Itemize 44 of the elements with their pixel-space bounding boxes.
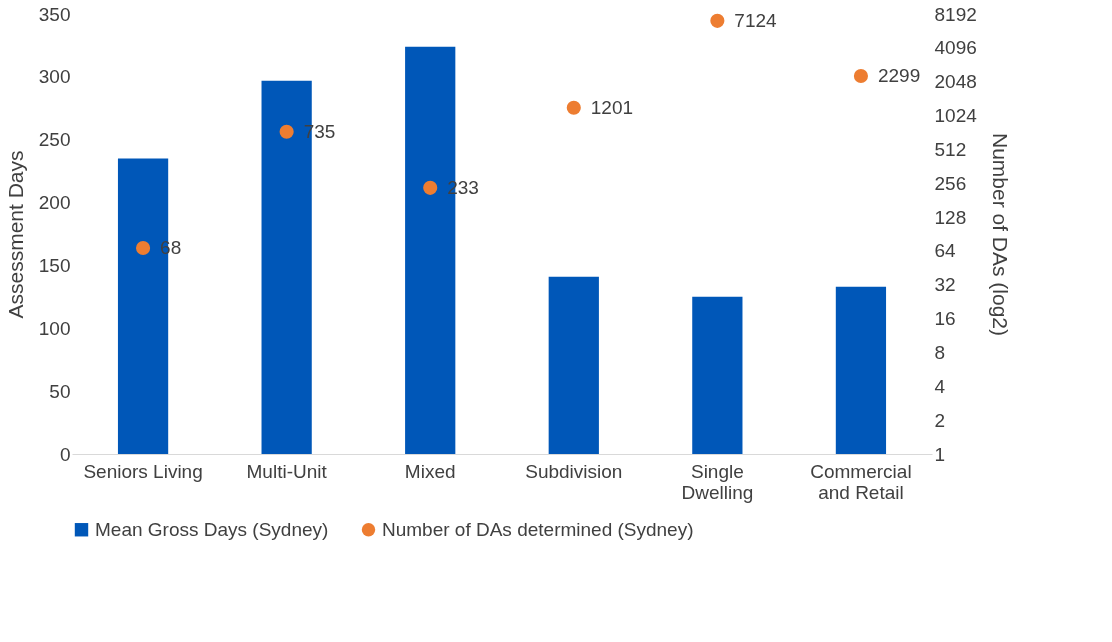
bar <box>835 286 887 454</box>
y-tick-label: 50 <box>49 380 71 402</box>
point <box>423 180 438 195</box>
y2-tick-label: 8192 <box>934 3 977 25</box>
data-label: 2299 <box>877 65 921 87</box>
legend-label: Mean Gross Days (Sydney) <box>95 518 329 540</box>
y2-tick-label: 4096 <box>934 37 977 59</box>
point <box>279 124 294 139</box>
y2-tick-label: 1 <box>934 443 946 465</box>
point <box>566 100 581 115</box>
y-tick-label: 350 <box>38 3 71 25</box>
y-axis-title: Assessment Days <box>3 150 27 319</box>
x-tick-label: Subdivision <box>525 460 623 482</box>
y-tick-label: 0 <box>59 443 71 465</box>
y2-tick-label: 256 <box>934 172 967 194</box>
y2-tick-label: 8 <box>934 341 946 363</box>
y-tick-label: 150 <box>38 254 71 276</box>
bar <box>548 276 599 454</box>
y-tick-label: 100 <box>38 317 71 339</box>
point <box>136 240 151 256</box>
x-tick-label: Seniors Living <box>83 460 203 482</box>
data-label: 1201 <box>590 96 634 118</box>
point <box>853 68 868 84</box>
x-tick-label: Single Dwelling <box>681 460 754 503</box>
y2-tick-label: 32 <box>934 274 956 296</box>
y2-tick-label: 512 <box>934 138 967 160</box>
y2-tick-label: 4 <box>934 375 946 397</box>
y2-tick-label: 64 <box>934 240 957 262</box>
y2-tick-label: 1024 <box>934 105 978 127</box>
x-tick-label: Multi-Unit <box>246 460 328 482</box>
y2-tick-label: 2 <box>934 409 946 431</box>
y2-tick-label: 128 <box>934 206 967 228</box>
y-tick-label: 250 <box>38 129 71 151</box>
y-tick-label: 300 <box>38 66 71 88</box>
data-label: 7124 <box>734 9 778 31</box>
x-tick-label: Commercial and Retail <box>810 460 912 503</box>
x-tick-label: Mixed <box>404 460 456 482</box>
y2-tick-label: 16 <box>934 308 956 330</box>
bar <box>692 296 743 454</box>
y-tick-label: 200 <box>38 192 71 214</box>
point <box>710 13 725 28</box>
y2-tick-label: 2048 <box>934 71 977 93</box>
legend-label: Number of DAs determined (Sydney) <box>382 518 694 540</box>
y2-axis-title: Number of DAs (log2) <box>988 132 1012 337</box>
